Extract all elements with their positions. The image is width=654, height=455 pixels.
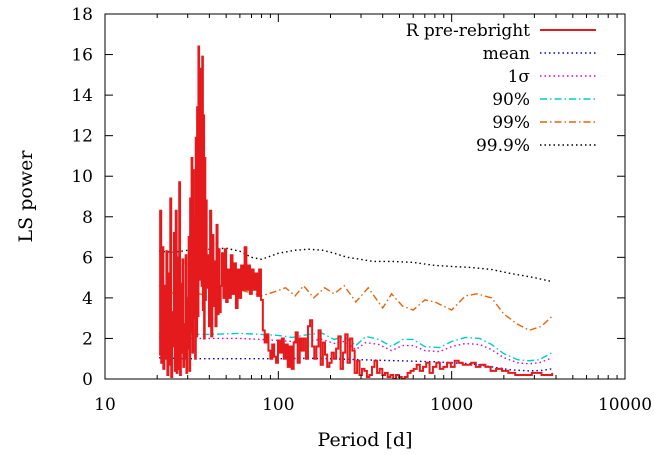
x-axis-label: Period [d]	[318, 429, 413, 451]
legend-label: 99%	[492, 113, 530, 133]
legend-label: mean	[483, 44, 530, 64]
y-tick-label: 6	[82, 248, 93, 268]
legend: R pre-rebright mean 1σ 90% 99% 99.9%	[406, 21, 596, 156]
y-tick-label: 18	[71, 5, 93, 25]
legend-label: 90%	[492, 90, 530, 110]
plot-frame	[104, 13, 626, 380]
y-tick-label: 10	[71, 167, 93, 187]
legend-label: R pre-rebright	[406, 21, 530, 41]
y-tick-label: 16	[71, 46, 93, 66]
legend-label: 1σ	[508, 67, 531, 87]
legend-label: 99.9%	[476, 136, 530, 156]
y-axis-label: LS power	[15, 150, 37, 243]
x-tick-label: 10000	[598, 395, 652, 415]
y-axis: 0 2 4 6 8 10 12 14 16 18	[71, 5, 625, 390]
x-tick-label: 1000	[430, 395, 473, 415]
y-tick-label: 4	[82, 289, 93, 309]
x-tick-label: 10	[94, 395, 116, 415]
series-line-mean	[159, 357, 553, 372]
series-line-1-	[158, 336, 553, 365]
y-tick-label: 2	[82, 329, 93, 349]
x-axis: 10 100 1000 10000	[94, 14, 652, 415]
y-tick-label: 14	[71, 86, 93, 106]
y-tick-label: 0	[82, 370, 93, 390]
x-tick-label: 100	[262, 395, 294, 415]
y-tick-label: 8	[82, 208, 93, 228]
y-tick-label: 12	[71, 127, 93, 147]
